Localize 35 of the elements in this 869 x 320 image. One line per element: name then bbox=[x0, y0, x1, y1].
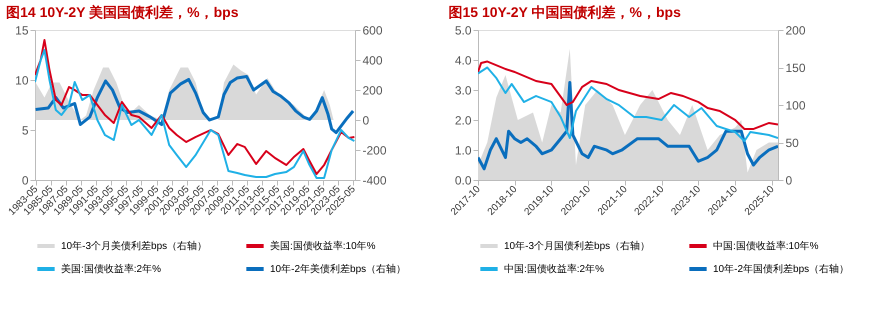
y-tick-label: 1.0 bbox=[454, 144, 472, 158]
legend-label: 美国:国债收益率:10年% bbox=[270, 240, 376, 252]
y2-tick-label: 50 bbox=[786, 136, 800, 150]
legend-label: 10年-2年美债利差bps（右轴） bbox=[270, 263, 406, 275]
legend-label: 10年-2年国债利差bps（右轴） bbox=[713, 263, 850, 275]
y2-tick-label: 0 bbox=[786, 174, 792, 188]
y-tick-label: 5.0 bbox=[454, 24, 472, 38]
line-series bbox=[478, 81, 778, 170]
legend-label: 中国:国债收益率:10年% bbox=[713, 240, 819, 252]
y2-tick-label: 600 bbox=[362, 24, 383, 38]
y-tick-label: 3.0 bbox=[454, 84, 472, 98]
legend-label: 10年-3个月美债利差bps（右轴） bbox=[61, 240, 208, 252]
legend-label: 美国:国债收益率:2年% bbox=[61, 263, 162, 275]
chart-title: 图14 10Y-2Y 美国国债利差，%，bps bbox=[6, 4, 239, 20]
line-series bbox=[478, 66, 778, 142]
y2-tick-label: -400 bbox=[362, 174, 387, 188]
y-tick-label: 0.0 bbox=[454, 174, 472, 188]
legend-label: 中国:国债收益率:2年% bbox=[504, 263, 604, 275]
y2-tick-label: 0 bbox=[362, 114, 370, 128]
y2-tick-label: 400 bbox=[362, 54, 383, 68]
y-tick-label: 2.0 bbox=[454, 114, 472, 128]
line-series bbox=[478, 60, 778, 130]
y-tick-label: 4.0 bbox=[454, 54, 472, 68]
y-tick-label: 10 bbox=[15, 74, 29, 88]
y2-tick-label: 200 bbox=[362, 84, 383, 98]
y2-tick-label: -200 bbox=[362, 144, 387, 158]
y-tick-label: 0 bbox=[22, 174, 29, 188]
line-series bbox=[35, 75, 355, 134]
y-tick-label: 5 bbox=[22, 124, 29, 138]
chart-title: 图15 10Y-2Y 中国国债利差，%，bps bbox=[448, 4, 682, 20]
y-tick-label: 15 bbox=[15, 24, 29, 38]
y2-tick-label: 150 bbox=[786, 61, 806, 75]
legend-label: 10年-3个月国债利差bps（右轴） bbox=[504, 240, 650, 252]
y2-tick-label: 100 bbox=[786, 98, 806, 112]
y2-tick-label: 200 bbox=[786, 24, 806, 38]
